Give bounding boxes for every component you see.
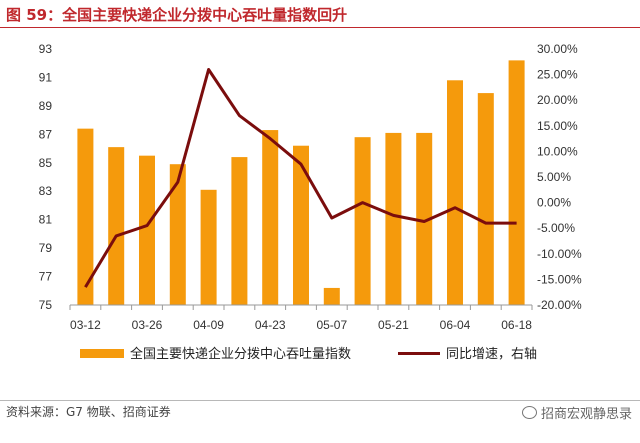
bar-06-04 xyxy=(447,80,463,306)
legend: 全国主要快递企业分拨中心吞吐量指数 同比增速，右轴 xyxy=(80,346,537,362)
y-right-tick-label-5: 5.00% xyxy=(537,170,571,184)
title-rule xyxy=(0,27,640,28)
bar-05-07 xyxy=(323,287,340,305)
wechat-icon xyxy=(521,406,537,419)
bar-03-26 xyxy=(139,155,155,305)
bar-03-19 xyxy=(108,147,125,305)
watermark: 招商宏观静思录 xyxy=(521,403,632,422)
bar-05-28 xyxy=(416,132,433,305)
bar-04-16 xyxy=(231,157,248,305)
bar-04-02 xyxy=(169,164,186,305)
y-left-tick-label-4: 83 xyxy=(39,184,53,198)
x-tick-label-06-04: 06-04 xyxy=(440,318,471,332)
legend-label-bars: 全国主要快递企业分拨中心吞吐量指数 xyxy=(130,346,351,362)
y-right-tick-label-7: 15.00% xyxy=(537,119,578,133)
y-left-tick-label-2: 79 xyxy=(39,241,53,255)
bar-04-30 xyxy=(293,145,309,305)
y-right-tick-label-1: -15.00% xyxy=(537,272,582,286)
chart-title: 图 59：全国主要快递企业分拨中心吞吐量指数回升 xyxy=(6,6,348,24)
bar-06-11 xyxy=(477,93,494,305)
bar-05-21 xyxy=(385,132,402,305)
chart: 75 77 79 81 83 85 87 89 91 93 -20.00% -15.00% -10.0… xyxy=(39,42,582,362)
x-tick-label-04-23: 04-23 xyxy=(255,318,286,332)
bar-03-12 xyxy=(77,128,94,305)
x-tick-label-03-26: 03-26 xyxy=(132,318,163,332)
y-right-tick-label-4: 0.00% xyxy=(537,196,571,210)
source-note: 资料来源：G7 物联、招商证券 xyxy=(6,405,171,419)
y-right-tick-label-3: -5.00% xyxy=(537,221,575,235)
left-axis: 75 77 79 81 83 85 87 89 91 93 xyxy=(39,42,53,312)
bar-05-14 xyxy=(354,137,371,305)
legend-swatch-bars xyxy=(80,349,124,358)
footer-rule xyxy=(0,400,640,401)
bar-04-09 xyxy=(200,189,217,305)
y-left-tick-label-3: 81 xyxy=(39,213,53,227)
y-right-tick-label-8: 20.00% xyxy=(537,93,578,107)
watermark-text: 招商宏观静思录 xyxy=(540,407,632,422)
x-tick-label-04-09: 04-09 xyxy=(193,318,224,332)
right-axis: -20.00% -15.00% -10.00% -5.00% 0.00% 5.00% 10.… xyxy=(537,42,582,312)
bar-06-18 xyxy=(508,60,525,305)
x-tick-label-05-07: 05-07 xyxy=(316,318,347,332)
x-tick-label-05-21: 05-21 xyxy=(378,318,409,332)
bar-04-23 xyxy=(262,130,279,305)
y-right-tick-label-2: -10.00% xyxy=(537,247,582,261)
x-tick-label-06-18: 06-18 xyxy=(501,318,532,332)
y-right-tick-label-6: 10.00% xyxy=(537,144,578,158)
y-right-tick-label-10: 30.00% xyxy=(537,42,578,56)
y-left-tick-label-6: 87 xyxy=(39,127,53,141)
y-left-tick-label-0: 75 xyxy=(39,298,53,312)
legend-label-line: 同比增速，右轴 xyxy=(446,347,537,362)
y-left-tick-label-8: 91 xyxy=(39,70,53,84)
y-left-tick-label-5: 85 xyxy=(39,156,53,170)
y-right-tick-label-9: 25.00% xyxy=(537,68,578,82)
y-right-tick-label-0: -20.00% xyxy=(537,298,582,312)
bar-series xyxy=(77,60,525,306)
y-left-tick-label-7: 89 xyxy=(39,99,53,113)
line-series xyxy=(84,68,517,288)
y-left-tick-label-1: 77 xyxy=(39,270,53,284)
x-axis: 03-12 03-26 04-09 04-23 05-07 05-21 06-04 06-18 xyxy=(69,304,533,332)
x-tick-label-03-12: 03-12 xyxy=(70,318,101,332)
y-left-tick-label-9: 93 xyxy=(39,42,53,56)
